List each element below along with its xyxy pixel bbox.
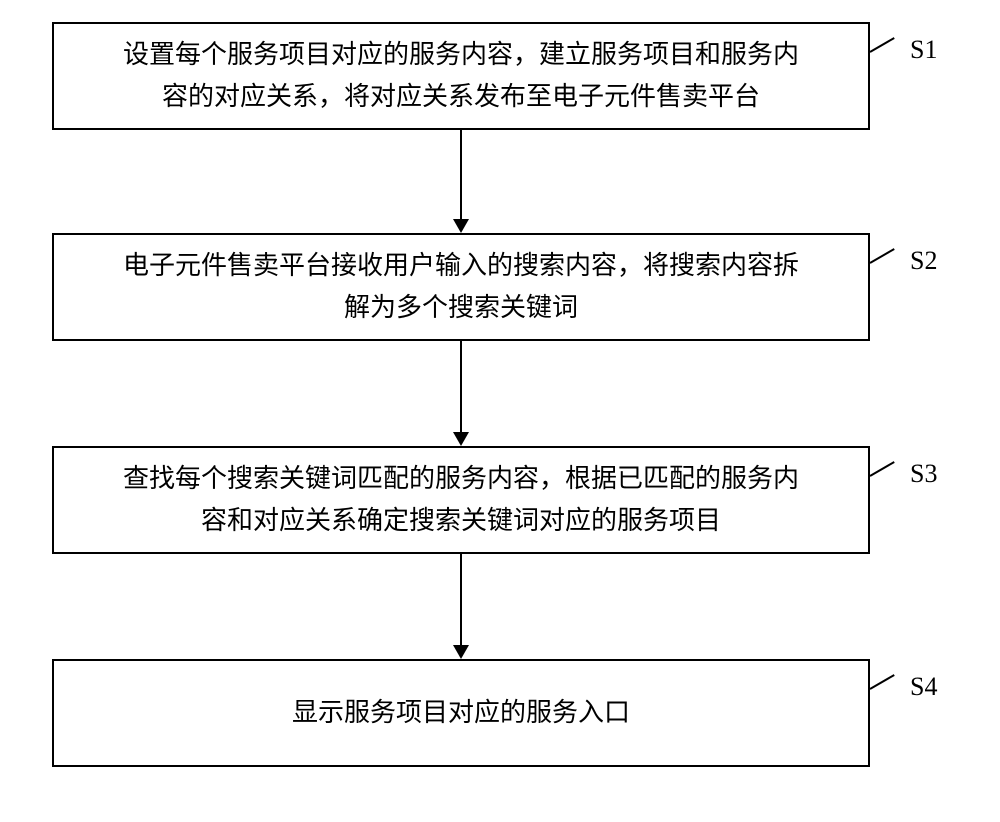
flowchart-node-n3: 查找每个搜索关键词匹配的服务内容，根据已匹配的服务内容和对应关系确定搜索关键词对…: [52, 446, 870, 554]
edge-arrowhead-2: [453, 645, 469, 659]
edge-line-1: [460, 341, 462, 432]
label-connector-n1: [870, 37, 895, 53]
label-connector-n3: [870, 461, 895, 477]
edge-line-0: [460, 130, 462, 219]
flowchart-label-n3: S3: [910, 459, 937, 489]
edge-arrowhead-0: [453, 219, 469, 233]
edge-line-2: [460, 554, 462, 645]
flowchart-label-n2: S2: [910, 246, 937, 276]
label-connector-n4: [870, 674, 895, 690]
flowchart-node-n4: 显示服务项目对应的服务入口: [52, 659, 870, 767]
flowchart-label-n1: S1: [910, 35, 937, 65]
edge-arrowhead-1: [453, 432, 469, 446]
flowchart-node-n2: 电子元件售卖平台接收用户输入的搜索内容，将搜索内容拆解为多个搜索关键词: [52, 233, 870, 341]
flowchart-node-n1: 设置每个服务项目对应的服务内容，建立服务项目和服务内容的对应关系，将对应关系发布…: [52, 22, 870, 130]
flowchart-label-n4: S4: [910, 672, 937, 702]
label-connector-n2: [870, 248, 895, 264]
